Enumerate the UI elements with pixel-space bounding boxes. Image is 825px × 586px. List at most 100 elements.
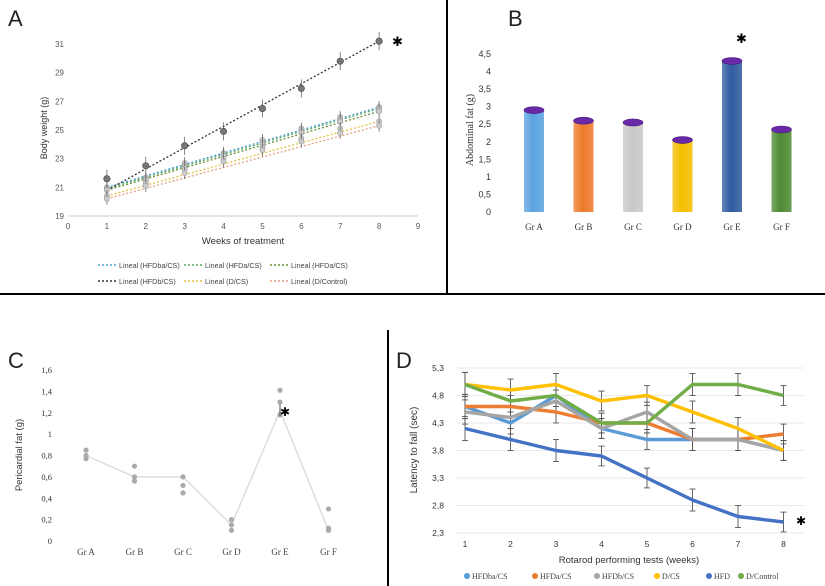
- chart-a-xlabel: Weeks of treatment: [202, 236, 285, 247]
- chart-a-ytick: 31: [55, 40, 64, 49]
- chart-b-ytick: 2,5: [478, 119, 491, 129]
- chart-a-xtick: 2: [144, 222, 149, 231]
- chart-c-pericardial-fat: 0 0,2 0,4 0,6 0,8 1 1,2 1,4 1,6 Gr A Gr B Gr C Gr D…: [14, 365, 337, 557]
- chart-b-bar-cap: [721, 57, 743, 65]
- chart-b-ytick: 0,5: [478, 189, 491, 199]
- chart-a-asterisk: ✱: [392, 34, 403, 49]
- chart-a-trendline: [106, 107, 380, 190]
- chart-a-point: [376, 108, 383, 115]
- chart-d-xtick: 7: [736, 539, 741, 549]
- chart-a-legend-label: Lineal (HFDb/CS): [119, 277, 176, 286]
- chart-a-point: [258, 105, 266, 113]
- chart-c-ytick: 1,2: [41, 408, 52, 418]
- chart-a-point: [142, 182, 149, 189]
- chart-a-legend-label: Lineal (D/CS): [205, 277, 248, 286]
- chart-d-ytick: 2,3: [432, 528, 444, 538]
- chart-a-xtick: 7: [338, 222, 343, 231]
- chart-b-xtick: Gr A: [525, 222, 543, 232]
- chart-a-point: [181, 142, 189, 150]
- chart-b-xtick: Gr C: [624, 222, 642, 232]
- chart-d-series-line: [464, 399, 784, 453]
- chart-c-point: [83, 447, 89, 453]
- chart-a-xtick: 6: [299, 222, 304, 231]
- chart-d-rotarod: 2,3 2,8 3,3 3,8 4,3 4,8 5,3 1 2 3 4 5 6 7 8 Latency t…: [409, 363, 806, 581]
- chart-c-point: [131, 474, 138, 480]
- chart-a-point: [336, 57, 344, 65]
- chart-b-abdominal-fat: 0 0,5 1 1,5 2 2,5 3 3,5 4 4,5 Gr A Gr B Gr C Gr D Gr …: [465, 31, 792, 232]
- chart-b-bar: [524, 110, 544, 212]
- chart-d-ylabel: Latency to fall (sec): [409, 407, 420, 494]
- chart-b-bar-cap: [523, 106, 545, 114]
- chart-c-point: [180, 474, 186, 480]
- chart-a-xtick: 5: [260, 222, 265, 231]
- chart-b-ytick: 3,5: [478, 84, 491, 94]
- chart-a-point: [220, 158, 227, 165]
- chart-a-legend-label: Lineal (HFDa/CS): [291, 261, 348, 270]
- panel-letter-b: B: [508, 6, 523, 31]
- chart-c-ytick: 1: [48, 429, 52, 439]
- chart-b-bar: [771, 129, 792, 212]
- chart-a-point: [337, 129, 344, 136]
- chart-b-bar-cap: [672, 136, 693, 144]
- chart-d-series-line: [464, 382, 784, 425]
- chart-c-xtick: Gr B: [126, 547, 144, 557]
- chart-d-legend-label: HFD: [714, 572, 730, 581]
- chart-b-bar: [623, 122, 643, 212]
- chart-a-xtick: 9: [416, 222, 421, 231]
- chart-a-xtick: 1: [105, 222, 110, 231]
- chart-b-ytick: 1: [486, 172, 491, 182]
- chart-a-point: [259, 147, 266, 153]
- chart-c-ytick: 1,6: [41, 365, 52, 375]
- chart-a-ylabel: Body weight (g): [39, 97, 49, 160]
- chart-c-point: [228, 517, 235, 523]
- chart-c-mean-line: [85, 408, 330, 531]
- vertical-divider-bottom: [387, 330, 389, 586]
- chart-a-point: [220, 127, 228, 135]
- chart-b-asterisk: ✱: [736, 31, 747, 46]
- chart-a-ytick: 25: [55, 126, 64, 135]
- chart-d-xtick: 1: [463, 539, 468, 549]
- chart-b-ytick: 4,5: [478, 49, 491, 59]
- chart-a-trendline: [106, 110, 380, 191]
- vertical-divider-top: [446, 0, 448, 294]
- chart-d-xtick: 2: [508, 539, 513, 549]
- chart-d-legend-swatch: [594, 573, 600, 579]
- chart-a-point: [142, 162, 150, 170]
- horizontal-divider: [0, 293, 825, 295]
- chart-b-ytick: 2: [486, 137, 491, 147]
- chart-c-point: [83, 452, 89, 459]
- chart-c-xtick: Gr F: [320, 547, 337, 557]
- chart-d-legend-swatch: [706, 573, 712, 579]
- chart-b-xtick: Gr F: [773, 222, 790, 232]
- chart-d-ytick: 4,8: [432, 391, 444, 401]
- chart-a-ytick: 27: [55, 97, 64, 106]
- chart-c-xtick: Gr D: [222, 547, 241, 557]
- chart-c-point: [131, 463, 138, 469]
- chart-b-xtick: Gr D: [673, 222, 692, 232]
- chart-d-legend-swatch: [738, 573, 744, 579]
- chart-c-ytick: 0: [48, 536, 52, 546]
- chart-a-point: [375, 37, 383, 45]
- chart-c-xtick: Gr A: [77, 547, 95, 557]
- chart-d-legend-label: D/CS: [662, 572, 680, 581]
- chart-b-ytick: 0: [486, 207, 491, 217]
- chart-a-ytick: 19: [55, 212, 64, 221]
- chart-c-point: [228, 522, 235, 528]
- chart-c-point: [131, 478, 138, 484]
- chart-d-series-line: [464, 426, 784, 524]
- chart-a-trendline: [106, 125, 380, 200]
- chart-b-ylabel: Abdominal fat (g): [465, 94, 476, 166]
- chart-b-bar: [722, 61, 742, 213]
- chart-a-legend-label: Lineal (D/Control): [291, 277, 347, 286]
- chart-c-ytick: 0,8: [41, 451, 52, 461]
- chart-a-xtick: 0: [66, 222, 71, 231]
- chart-c-ytick: 0,4: [41, 493, 52, 503]
- chart-d-asterisk: ✱: [796, 514, 806, 528]
- chart-c-ytick: 0,6: [41, 472, 52, 482]
- chart-a-point: [298, 138, 305, 145]
- chart-b-ytick: 3: [486, 102, 491, 112]
- chart-c-ytick: 0,2: [41, 515, 52, 525]
- chart-d-xlabel: Rotarod performing tests (weeks): [559, 555, 699, 566]
- chart-c-point: [228, 527, 235, 533]
